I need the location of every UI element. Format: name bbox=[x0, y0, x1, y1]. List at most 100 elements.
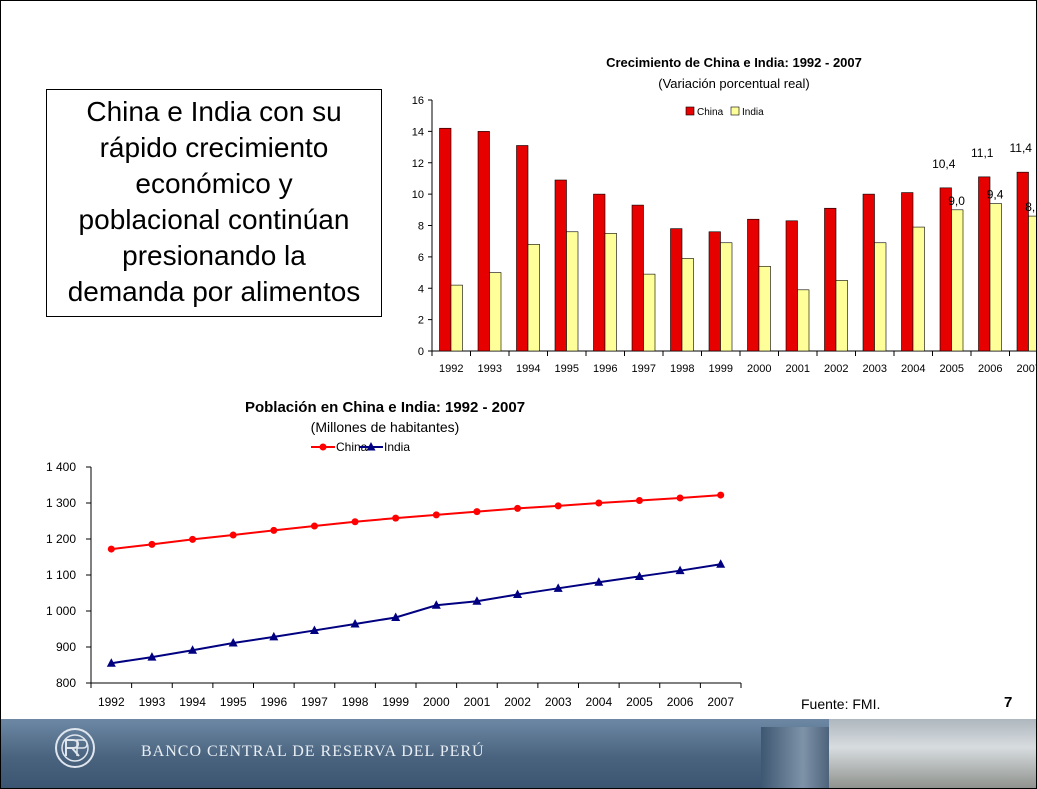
bar-india bbox=[758, 265, 771, 352]
line-y-tick-label: 800 bbox=[56, 676, 76, 690]
bar-china bbox=[824, 207, 837, 352]
line-x-tick-label: 2000 bbox=[423, 695, 450, 709]
bar-india bbox=[566, 231, 579, 352]
line-point-china bbox=[310, 522, 318, 530]
bar-india bbox=[489, 272, 502, 352]
bar-legend-swatch-india bbox=[730, 106, 740, 116]
line-point-china bbox=[473, 508, 481, 516]
line-y-tick-label: 1 100 bbox=[46, 568, 76, 582]
summary-line: rápido crecimiento bbox=[99, 132, 329, 163]
line-x-tick-label: 1999 bbox=[382, 695, 409, 709]
bar-india bbox=[989, 203, 1002, 352]
bar-data-label-china: 11,1 bbox=[971, 146, 994, 160]
bar-india bbox=[797, 289, 810, 352]
line-x-tick-label: 1998 bbox=[342, 695, 369, 709]
bar-china bbox=[785, 220, 798, 352]
line-y-tick-label: 900 bbox=[56, 640, 76, 654]
line-x-tick-label: 2005 bbox=[626, 695, 653, 709]
bar-india bbox=[720, 242, 733, 352]
bar-data-label-india: 9,4 bbox=[987, 188, 1004, 202]
line-y-tick-label: 1 300 bbox=[46, 496, 76, 510]
line-y-tick-label: 1 200 bbox=[46, 532, 76, 546]
line-point-india bbox=[391, 612, 401, 621]
summary-text-box: China e India con su rápido crecimiento … bbox=[46, 89, 382, 317]
bar-x-tick-label: 2005 bbox=[940, 363, 964, 375]
summary-line: poblacional continúan bbox=[78, 204, 350, 235]
bar-y-tick-label: 4 bbox=[418, 283, 424, 295]
line-point-china bbox=[392, 514, 400, 522]
bar-x-tick-label: 1996 bbox=[593, 363, 617, 375]
summary-line: presionando la bbox=[122, 240, 306, 271]
bar-data-label-india: 8, bbox=[1025, 200, 1035, 214]
line-series-india bbox=[111, 563, 721, 665]
line-point-china bbox=[676, 494, 684, 502]
line-x-tick-label: 1995 bbox=[220, 695, 247, 709]
line-point-india bbox=[188, 645, 198, 654]
line-point-india bbox=[350, 618, 360, 628]
bar-x-tick-label: 1998 bbox=[670, 363, 694, 375]
line-x-tick-label: 2001 bbox=[464, 695, 491, 709]
line-point-india bbox=[269, 631, 279, 641]
bar-y-tick-label: 16 bbox=[412, 95, 424, 107]
summary-line: demanda por alimentos bbox=[67, 276, 361, 307]
summary-line: económico y bbox=[135, 168, 293, 199]
line-point-india bbox=[594, 577, 604, 586]
bar-india bbox=[951, 209, 964, 352]
bar-chart-title: Crecimiento de China e India: 1992 - 200… bbox=[606, 55, 862, 70]
bank-logo-icon bbox=[55, 728, 95, 768]
line-point-india bbox=[553, 583, 563, 592]
bar-chart-subtitle: (Variación porcentual real) bbox=[658, 76, 810, 91]
bar-y-tick-label: 12 bbox=[412, 158, 424, 170]
bar-x-tick-label: 2004 bbox=[901, 363, 925, 375]
growth-bar-chart: Crecimiento de China e India: 1992 - 200… bbox=[412, 55, 1036, 375]
line-point-india bbox=[675, 565, 685, 575]
line-point-india bbox=[309, 625, 319, 634]
line-series-china bbox=[111, 494, 721, 551]
bar-legend-label-china: China bbox=[697, 107, 724, 118]
line-x-tick-label: 2004 bbox=[585, 695, 612, 709]
line-x-tick-label: 2007 bbox=[707, 695, 734, 709]
bar-india bbox=[604, 233, 617, 352]
line-point-china bbox=[189, 535, 197, 543]
line-point-china bbox=[595, 499, 603, 507]
line-point-india bbox=[513, 589, 523, 598]
bar-y-tick-label: 0 bbox=[418, 346, 424, 358]
line-x-tick-label: 2006 bbox=[667, 695, 694, 709]
bar-india bbox=[681, 258, 694, 352]
bar-y-tick-label: 8 bbox=[418, 221, 424, 233]
bar-india bbox=[527, 244, 540, 352]
bar-x-tick-label: 1999 bbox=[709, 363, 733, 375]
line-point-china bbox=[635, 496, 643, 504]
bar-india bbox=[835, 280, 848, 352]
line-point-china bbox=[514, 504, 522, 512]
footer-bank-name: BANCO CENTRAL DE RESERVA DEL PERÚ bbox=[141, 743, 485, 760]
line-y-tick-label: 1 000 bbox=[46, 604, 76, 618]
line-point-china bbox=[270, 526, 278, 534]
line-point-china bbox=[717, 491, 725, 499]
bar-x-tick-label: 1994 bbox=[516, 363, 540, 375]
line-point-china bbox=[229, 531, 237, 539]
bar-y-tick-label: 10 bbox=[412, 189, 424, 201]
bar-x-tick-label: 2003 bbox=[863, 363, 887, 375]
bar-y-tick-label: 14 bbox=[412, 126, 424, 138]
bar-data-label-china: 11,4 bbox=[1010, 141, 1033, 155]
line-legend-marker-china bbox=[319, 443, 327, 451]
footer-photo-left bbox=[761, 727, 831, 788]
bar-india bbox=[1028, 215, 1036, 352]
line-point-india bbox=[431, 600, 441, 609]
bar-x-tick-label: 2002 bbox=[824, 363, 848, 375]
bar-legend-label-india: India bbox=[742, 107, 764, 118]
bar-china bbox=[477, 131, 490, 352]
line-x-tick-label: 2002 bbox=[504, 695, 531, 709]
line-point-china bbox=[554, 502, 562, 510]
line-x-tick-label: 1994 bbox=[179, 695, 206, 709]
bar-x-tick-label: 1993 bbox=[478, 363, 502, 375]
line-x-tick-label: 1997 bbox=[301, 695, 328, 709]
line-point-china bbox=[148, 540, 156, 548]
line-legend-marker-india bbox=[366, 442, 376, 451]
bar-data-label-india: 9,0 bbox=[948, 194, 965, 208]
line-point-india bbox=[106, 658, 116, 667]
line-legend-label-india: India bbox=[384, 440, 410, 454]
bar-x-tick-label: 1995 bbox=[555, 363, 579, 375]
